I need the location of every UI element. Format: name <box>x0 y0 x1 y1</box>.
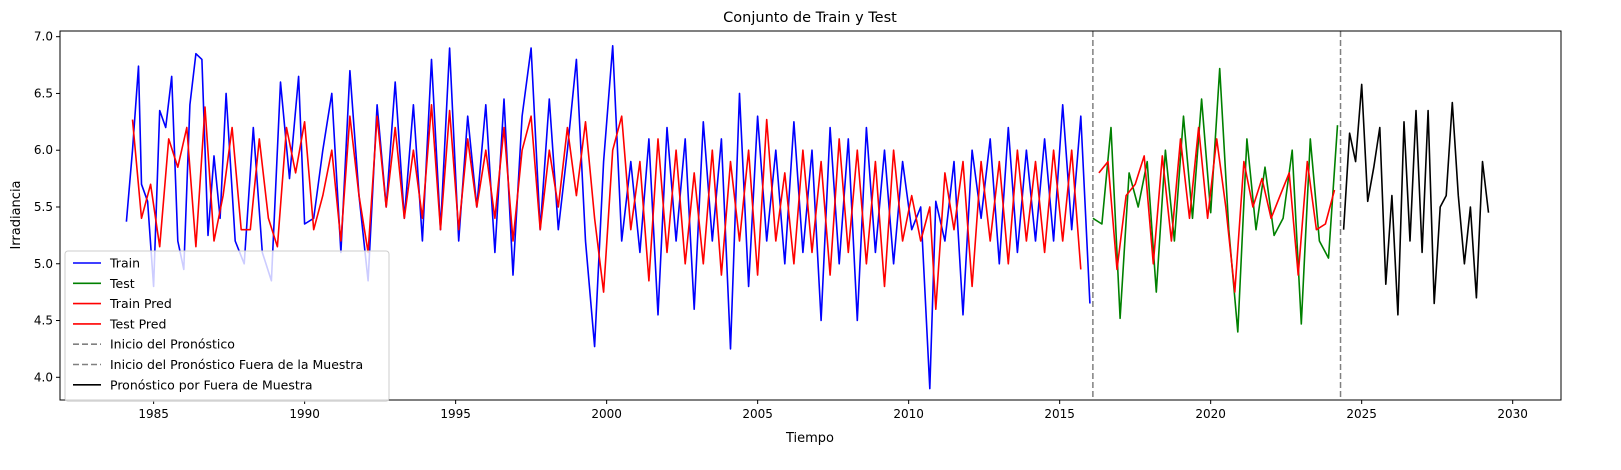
y-axis: 4.0 4.5 5.0 5.5 6.0 6.5 7.0 <box>34 30 60 384</box>
x-tick-label: 2020 <box>1195 407 1226 421</box>
x-tick-label: 2000 <box>591 407 622 421</box>
series-line-test-pred <box>1098 126 1336 293</box>
legend-label: Inicio del Pronóstico Fuera de la Muestr… <box>110 357 363 372</box>
plot-frame <box>59 30 1562 401</box>
x-tick-label: 2005 <box>742 407 773 421</box>
x-tick-label: 2010 <box>893 407 924 421</box>
x-tick-label: 2015 <box>1044 407 1075 421</box>
x-tick-label: 2025 <box>1346 407 1377 421</box>
y-axis-title: Irradiancia <box>9 180 24 249</box>
y-tick-label: 5.0 <box>34 257 53 271</box>
series-line-train-pred <box>131 104 1082 311</box>
legend: Train Test Train Pred Test Pred Inicio del P… <box>64 250 390 402</box>
y-tick-label: 4.5 <box>34 314 53 328</box>
y-tick-label: 6.0 <box>34 143 53 157</box>
legend-label: Inicio del Pronóstico <box>110 337 235 352</box>
x-axis: 1985 1990 1995 2000 2005 2010 2015 2020 2025 2030 <box>138 400 1528 421</box>
x-tick-label: 2030 <box>1497 407 1528 421</box>
series-line-pronostico-por-fuera-de-muestra <box>1342 83 1490 316</box>
legend-label: Pronóstico por Fuera de Muestra <box>110 377 313 392</box>
series-group <box>125 31 1490 400</box>
legend-label: Train Pred <box>109 296 172 311</box>
chart-title: Conjunto de Train y Test <box>723 10 897 26</box>
legend-label: Train <box>109 256 140 271</box>
y-tick-label: 5.5 <box>34 200 53 214</box>
x-axis-title: Tiempo <box>785 431 834 446</box>
legend-label: Test <box>109 276 135 291</box>
legend-label: Test Pred <box>109 316 166 331</box>
x-tick-label: 1990 <box>289 407 320 421</box>
y-tick-label: 7.0 <box>34 30 53 44</box>
y-tick-label: 6.5 <box>34 86 53 100</box>
x-tick-label: 1985 <box>138 407 169 421</box>
x-tick-label: 1995 <box>440 407 471 421</box>
legend-box <box>64 250 390 402</box>
plot-area <box>125 31 1490 400</box>
series-line-test <box>1092 67 1339 333</box>
y-tick-label: 4.0 <box>34 370 53 384</box>
